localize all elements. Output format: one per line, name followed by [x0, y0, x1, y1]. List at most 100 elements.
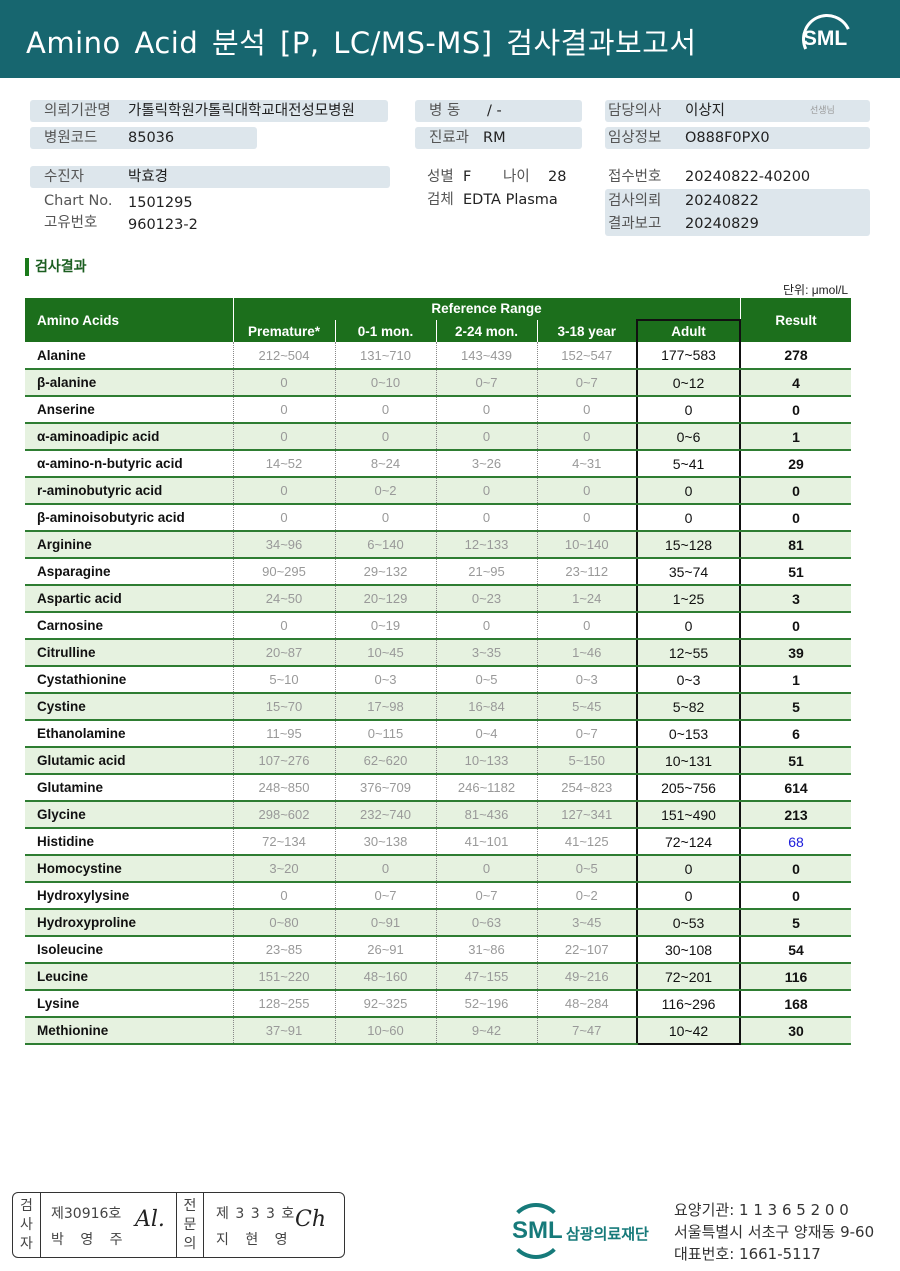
3-18-year-range: 49~216 — [536, 963, 637, 991]
specialist-signature: Ch — [295, 1207, 327, 1232]
org-name: 삼광의료재단 — [566, 1225, 649, 1243]
label: 접수번호 — [608, 169, 662, 185]
premature-range: 0 — [232, 423, 335, 451]
value: RM — [483, 130, 506, 146]
amino-acid-name: Arginine — [25, 531, 233, 559]
2-24-mon-range: 9~42 — [435, 1017, 537, 1045]
value: EDTA Plasma — [463, 192, 558, 208]
amino-acid-name: Aspartic acid — [25, 585, 233, 613]
premature-range: 0 — [232, 882, 335, 910]
label: 고유번호 — [44, 215, 98, 231]
value: 20240822-40200 — [685, 169, 811, 185]
age-label: 나이 — [503, 169, 530, 185]
care-institution: 요양기관: 1 1 3 6 5 2 0 0 — [674, 1201, 849, 1219]
0-1-mon-range: 8~24 — [334, 450, 436, 478]
table-row: Lysine 128~255 92~325 52~196 48~284 116~296 16… — [25, 990, 852, 1018]
0-1-mon-range: 10~45 — [334, 639, 436, 667]
premature-range: 212~504 — [232, 342, 335, 370]
adult-range: 177~583 — [635, 342, 742, 370]
table-row: Isoleucine 23~85 26~91 31~86 22~107 30~108 54 — [25, 936, 852, 964]
clinical-info-field: 임상정보 O888F0PX0 — [605, 127, 870, 149]
premature-range: 0 — [232, 612, 335, 640]
3-18-year-range: 48~284 — [536, 990, 637, 1018]
label: 의뢰기관명 — [44, 103, 111, 119]
2-24-mon-range: 0 — [435, 855, 537, 883]
2-24-mon-range: 0~5 — [435, 666, 537, 694]
amino-acid-name: Hydroxylysine — [25, 882, 233, 910]
adult-range: 0~3 — [635, 666, 742, 694]
2-24-mon-range: 47~155 — [435, 963, 537, 991]
premature-range: 11~95 — [232, 720, 335, 748]
premature-range: 107~276 — [232, 747, 335, 775]
amino-acid-name: α-amino-n-butyric acid — [25, 450, 233, 478]
table-row: Cystathionine 5~10 0~3 0~5 0~3 0~3 1 — [25, 666, 852, 694]
2-24-mon-range: 0~4 — [435, 720, 537, 748]
3-18-year-range: 0 — [536, 612, 637, 640]
adult-range: 1~25 — [635, 585, 742, 613]
premature-range: 0 — [232, 396, 335, 424]
specialist-name: 지 현 영 — [216, 1232, 294, 1248]
premature-range: 0~80 — [232, 909, 335, 937]
0-1-mon-range: 0~7 — [334, 882, 436, 910]
value: 20240829 — [685, 216, 759, 232]
amino-acid-name: Citrulline — [25, 639, 233, 667]
label: 병원코드 — [44, 130, 98, 146]
value: / - — [487, 103, 502, 119]
amino-acid-name: Homocystine — [25, 855, 233, 883]
adult-range: 5~41 — [635, 450, 742, 478]
0-1-mon-range: 92~325 — [334, 990, 436, 1018]
result-value: 0 — [739, 882, 852, 910]
adult-range: 0 — [635, 612, 742, 640]
adult-range: 35~74 — [635, 558, 742, 586]
table-row: Carnosine 0 0~19 0 0 0 0 — [25, 612, 852, 640]
logo-ring-icon — [508, 1203, 564, 1259]
0-1-mon-range: 232~740 — [334, 801, 436, 829]
result-value: 0 — [739, 396, 852, 424]
premature-range: 37~91 — [232, 1017, 335, 1045]
result-value: 51 — [739, 747, 852, 775]
tester-name: 박 영 주 — [51, 1232, 129, 1248]
3-18-year-range: 0 — [536, 423, 637, 451]
2-24-mon-range: 0 — [435, 477, 537, 505]
result-value: 51 — [739, 558, 852, 586]
premature-range: 151~220 — [232, 963, 335, 991]
amino-acid-name: Carnosine — [25, 612, 233, 640]
2-24-mon-range: 12~133 — [435, 531, 537, 559]
0-1-mon-range: 6~140 — [334, 531, 436, 559]
2-24-mon-range: 81~436 — [435, 801, 537, 829]
premature-range: 0 — [232, 369, 335, 397]
premature-range: 128~255 — [232, 990, 335, 1018]
header-3-18-year: 3-18 year — [536, 320, 637, 342]
0-1-mon-range: 62~620 — [334, 747, 436, 775]
table-row: Ethanolamine 11~95 0~115 0~4 0~7 0~153 6 — [25, 720, 852, 748]
value: 85036 — [128, 130, 175, 146]
3-18-year-range: 5~45 — [536, 693, 637, 721]
adult-range: 0~53 — [635, 909, 742, 937]
2-24-mon-range: 52~196 — [435, 990, 537, 1018]
table-row: Cystine 15~70 17~98 16~84 5~45 5~82 5 — [25, 693, 852, 721]
label: 임상정보 — [608, 130, 662, 146]
0-1-mon-range: 0 — [334, 423, 436, 451]
result-value: 614 — [739, 774, 852, 802]
premature-range: 298~602 — [232, 801, 335, 829]
0-1-mon-range: 0~91 — [334, 909, 436, 937]
table-row: Anserine 0 0 0 0 0 0 — [25, 396, 852, 424]
tester-signature: Al. — [135, 1207, 165, 1232]
table-row: Histidine 72~134 30~138 41~101 41~125 72~124 6… — [25, 828, 852, 856]
premature-range: 23~85 — [232, 936, 335, 964]
0-1-mon-range: 48~160 — [334, 963, 436, 991]
3-18-year-range: 4~31 — [536, 450, 637, 478]
amino-acid-name: Histidine — [25, 828, 233, 856]
amino-acid-name: r-aminobutyric acid — [25, 477, 233, 505]
logo-text: SML — [512, 1217, 563, 1244]
table-row: Glutamic acid 107~276 62~620 10~133 5~150 10~… — [25, 747, 852, 775]
amino-acid-name: β-alanine — [25, 369, 233, 397]
value: 1501295 — [128, 195, 193, 211]
table-row: α-amino-n-butyric acid 14~52 8~24 3~26 4~31 5… — [25, 450, 852, 478]
tester-label-text: 검사자 — [20, 1198, 33, 1252]
premature-range: 20~87 — [232, 639, 335, 667]
label: 수진자 — [44, 169, 85, 185]
chart-no-field: Chart No. 1501295 — [30, 190, 390, 212]
2-24-mon-range: 16~84 — [435, 693, 537, 721]
premature-range: 90~295 — [232, 558, 335, 586]
